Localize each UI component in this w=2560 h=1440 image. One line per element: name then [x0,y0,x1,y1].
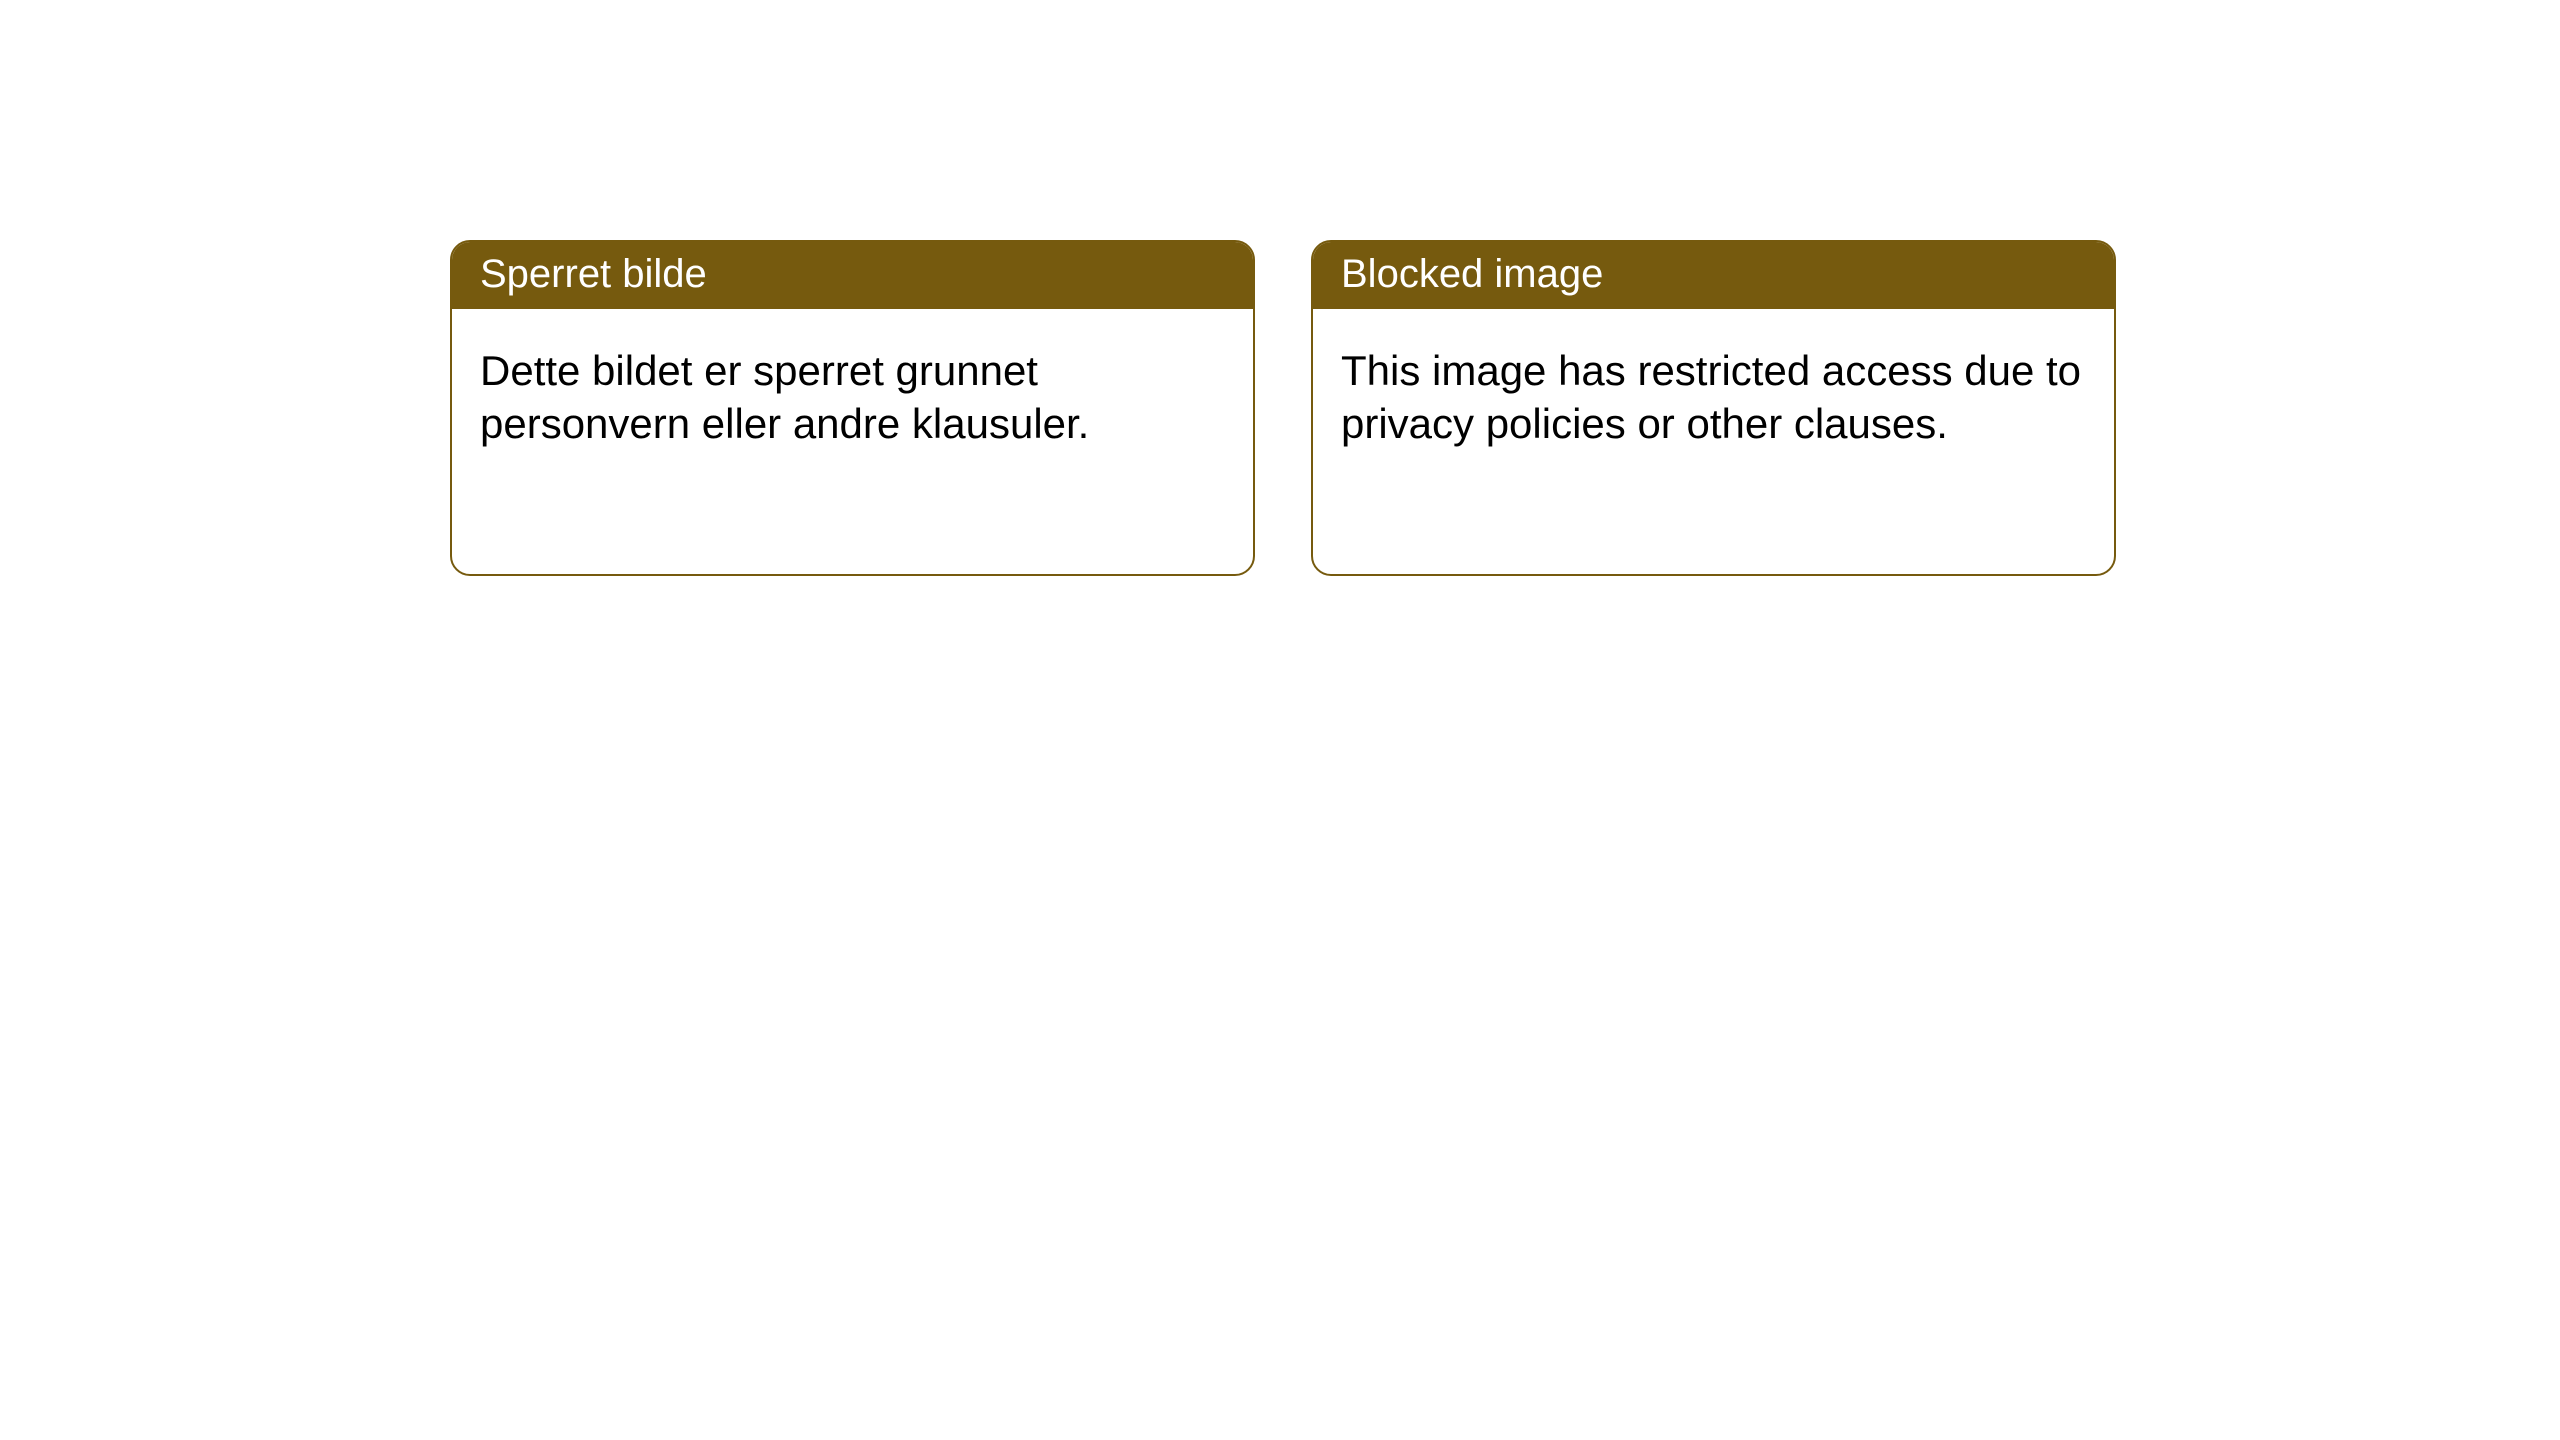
notice-container: Sperret bilde Dette bildet er sperret gr… [0,0,2560,576]
notice-body-no: Dette bildet er sperret grunnet personve… [452,309,1253,486]
notice-card-no: Sperret bilde Dette bildet er sperret gr… [450,240,1255,576]
notice-card-en: Blocked image This image has restricted … [1311,240,2116,576]
notice-body-en: This image has restricted access due to … [1313,309,2114,486]
notice-header-no: Sperret bilde [452,242,1253,309]
notice-header-en: Blocked image [1313,242,2114,309]
